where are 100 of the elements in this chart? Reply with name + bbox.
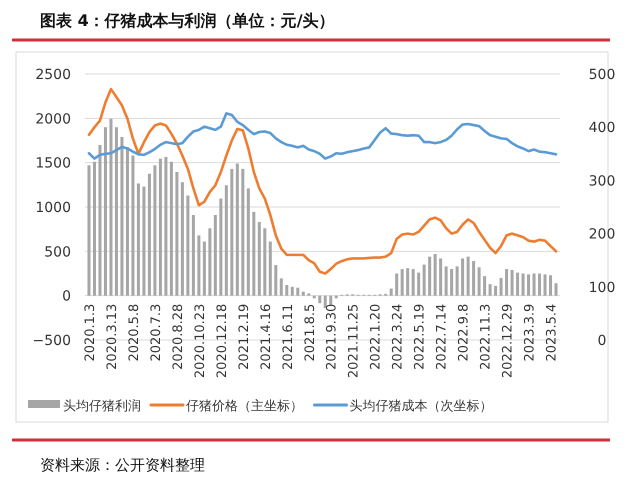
x-tick-label: 2022.9.8 — [456, 304, 472, 362]
y2-tick-label: 0 — [598, 333, 606, 349]
y2-tick-label: 200 — [588, 226, 616, 243]
line-series — [88, 112, 558, 160]
bar — [400, 269, 404, 296]
x-tick-label: 2021.8.5 — [302, 304, 318, 362]
bar — [302, 292, 305, 296]
bar — [494, 286, 498, 296]
bar — [92, 162, 96, 296]
bar — [472, 261, 476, 296]
y-tick-label: 2000 — [35, 111, 71, 128]
bar — [114, 127, 118, 296]
bar — [538, 274, 542, 296]
bar — [208, 228, 212, 296]
bar — [444, 266, 448, 296]
bar — [274, 265, 278, 296]
bar — [214, 214, 217, 296]
bar — [395, 274, 398, 296]
bar — [164, 156, 168, 296]
x-tick-label: 2020.7.3 — [148, 304, 164, 362]
bar — [126, 147, 129, 296]
bar — [510, 270, 514, 296]
bar — [224, 185, 228, 296]
bar — [285, 285, 288, 296]
x-tick-label: 2021.9.30 — [324, 304, 340, 370]
bar — [434, 254, 437, 296]
x-tick-label: 2020.10.23 — [192, 304, 208, 378]
legend-label: 仔猪价格（主坐标） — [186, 398, 303, 414]
bar — [439, 258, 442, 296]
y-tick-label: 1000 — [35, 200, 71, 216]
bar — [170, 162, 173, 296]
bar — [175, 172, 178, 296]
bar — [412, 269, 415, 296]
bar — [186, 195, 190, 296]
bar — [180, 182, 184, 296]
bar — [549, 275, 552, 296]
x-tick-label: 2021.6.11 — [280, 304, 296, 370]
bar — [461, 258, 464, 296]
x-tick-label: 2021.2.19 — [236, 304, 252, 370]
bar — [324, 296, 327, 308]
y2-tick-label: 400 — [588, 120, 616, 136]
x-tick-label: 2022.3.24 — [390, 304, 406, 370]
y-tick-label: 0 — [62, 288, 71, 305]
bar — [516, 272, 520, 296]
bar — [104, 127, 107, 296]
bar — [422, 264, 426, 296]
bar — [312, 296, 316, 298]
bar — [280, 278, 283, 296]
bar — [406, 268, 410, 296]
bar — [505, 269, 508, 296]
x-tick-label: 2021.4.16 — [258, 304, 274, 370]
bar — [148, 174, 151, 296]
bar — [290, 286, 294, 296]
text: 资料来源：公开资料整理 — [40, 456, 205, 474]
bar — [329, 296, 332, 305]
bar — [87, 165, 90, 296]
x-tick-label: 2021.11.25 — [346, 304, 362, 378]
bar — [197, 235, 200, 296]
legend-label: 头均仔猪利润 — [63, 399, 141, 414]
y2-tick-label: 100 — [588, 280, 616, 296]
bar — [263, 228, 266, 296]
y-tick-label: 2500 — [35, 67, 71, 83]
bar — [417, 272, 420, 296]
x-tick-label: 2023.5.4 — [544, 304, 560, 362]
bar — [109, 118, 112, 296]
bar — [98, 144, 102, 296]
bar — [120, 136, 124, 296]
bar — [532, 274, 536, 296]
bar — [544, 274, 547, 296]
x-tick-label: 2020.12.18 — [214, 304, 230, 378]
y-tick-label: 500 — [44, 244, 71, 260]
x-tick-label: 2023.3.9 — [522, 304, 538, 362]
x-tick-label: 2020.8.28 — [170, 304, 186, 370]
bar — [219, 198, 222, 296]
bar — [390, 288, 393, 296]
y2-tick-label: 300 — [588, 173, 616, 190]
bar — [258, 222, 261, 296]
bar — [450, 269, 454, 296]
bar — [241, 168, 244, 296]
x-tick-label: 2022.5.19 — [412, 304, 428, 370]
bar — [428, 256, 432, 296]
y-tick-label: −500 — [32, 333, 71, 349]
x-tick-label: 2020.1.3 — [82, 304, 98, 362]
bar — [153, 165, 156, 296]
bar — [246, 188, 250, 296]
x-tick-label: 2022.1.20 — [368, 304, 384, 370]
bar — [131, 156, 134, 296]
bar — [488, 284, 492, 296]
bar — [456, 266, 459, 296]
bar — [136, 184, 140, 296]
bar — [192, 214, 195, 296]
bar — [230, 168, 234, 296]
y-tick-label: 1500 — [35, 156, 71, 172]
bar — [334, 296, 338, 298]
bar — [142, 186, 146, 296]
x-tick-label: 2020.5.8 — [126, 304, 142, 362]
bar — [236, 164, 239, 296]
bar — [318, 296, 322, 304]
bar — [252, 212, 256, 296]
bar — [483, 276, 486, 296]
